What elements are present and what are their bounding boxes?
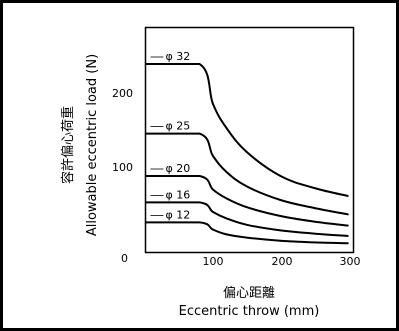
series-3-point-2: [212, 211, 214, 213]
series-1-point-7: [347, 213, 349, 216]
y-tick-label-0: 0: [121, 252, 128, 265]
series-4-point-0: [144, 221, 147, 224]
series-1-point-6: [313, 207, 316, 209]
x-axis-title: Eccentric throw (mm): [179, 304, 320, 319]
series-0-point-5: [279, 175, 282, 177]
series-4-point-2: [212, 228, 214, 231]
series-layer: φ 32 φ 25 φ 20 φ 16 φ 12: [144, 50, 349, 245]
series-1-point-1: [198, 132, 201, 135]
series-3-point-4: [245, 224, 248, 226]
series-1-point-4: [245, 185, 248, 188]
series-0-point-1: [198, 63, 201, 65]
series-3-point-7: [347, 235, 349, 237]
series-1-point-3: [225, 171, 228, 173]
series-3-point-3: [225, 217, 228, 220]
x-tick-label-200: 200: [272, 255, 293, 268]
series-1-point-5: [279, 199, 282, 201]
series-2-point-2: [212, 188, 214, 191]
series-2-point-0: [144, 175, 147, 177]
series-0: φ 32: [144, 50, 349, 197]
series-2-point-4: [245, 206, 248, 208]
series-0-point-0: [144, 63, 147, 65]
x-axis-title-jp: 偏心距離: [223, 286, 275, 301]
series-3-point-5: [279, 229, 282, 232]
series-0-point-2: [212, 103, 214, 105]
series-4-point-5: [279, 240, 282, 242]
x-tick-label-300: 300: [340, 255, 361, 268]
series-0-point-4: [245, 151, 248, 153]
series-label-3: φ 16: [166, 188, 191, 201]
y-axis-title-jp: 容許偏心荷重: [60, 106, 76, 184]
series-label-0: φ 32: [166, 50, 191, 63]
x-tick-label-100: 100: [203, 255, 224, 268]
series-3-point-0: [144, 201, 147, 204]
series-2-point-6: [313, 220, 316, 223]
y-tick-label-200: 200: [112, 87, 133, 100]
series-0-point-7: [347, 195, 349, 197]
plot-frame: [144, 26, 355, 254]
series-label-1: φ 25: [166, 120, 191, 133]
series-1-point-2: [212, 155, 214, 157]
series-0-point-3: [225, 127, 228, 129]
series-4: φ 12: [144, 208, 349, 245]
series-label-2: φ 20: [166, 162, 191, 175]
y-axis-title: Allowable eccentric load (N): [85, 54, 100, 236]
series-4-point-3: [225, 233, 228, 236]
series-3-point-1: [198, 201, 201, 204]
series-4-point-1: [198, 221, 201, 224]
series-2-point-5: [279, 215, 282, 217]
series-2-point-7: [347, 224, 349, 227]
series-3-point-6: [313, 232, 316, 235]
series-4-point-7: [347, 242, 349, 244]
series-label-4: φ 12: [166, 208, 191, 221]
series-4-point-4: [245, 236, 248, 239]
series-1: φ 25: [144, 120, 349, 216]
series-2-point-1: [198, 175, 201, 177]
series-2: φ 20: [144, 162, 349, 227]
series-4-point-6: [313, 241, 316, 244]
series-1-point-0: [144, 132, 147, 135]
series-3: φ 16: [144, 188, 349, 237]
y-tick-label-100: 100: [112, 161, 133, 174]
series-0-point-6: [313, 187, 316, 189]
series-2-point-3: [225, 197, 228, 200]
